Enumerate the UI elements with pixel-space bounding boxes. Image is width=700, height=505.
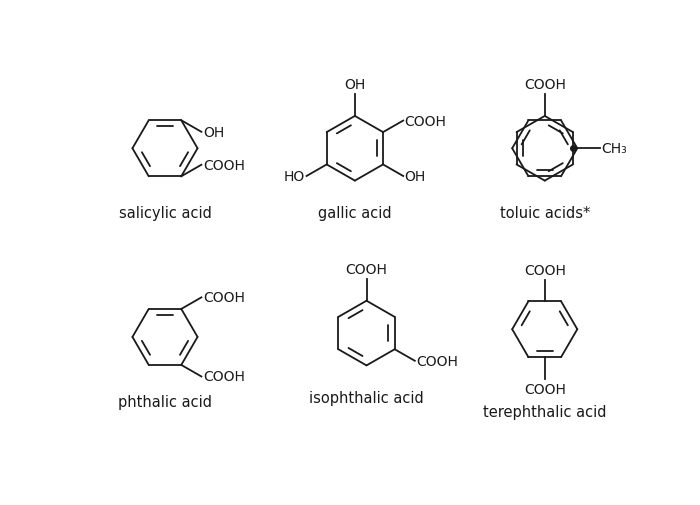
Text: OH: OH	[203, 126, 224, 139]
Text: isophthalic acid: isophthalic acid	[309, 390, 424, 405]
Text: COOH: COOH	[524, 78, 566, 92]
Text: HO: HO	[284, 170, 305, 184]
Text: toluic acids*: toluic acids*	[500, 206, 590, 221]
Text: COOH: COOH	[405, 114, 447, 128]
Text: COOH: COOH	[203, 370, 245, 384]
Text: COOH: COOH	[203, 159, 245, 172]
Text: COOH: COOH	[416, 354, 459, 368]
Text: salicylic acid: salicylic acid	[118, 206, 211, 221]
Text: OH: OH	[344, 78, 365, 92]
Text: COOH: COOH	[524, 382, 566, 396]
Text: COOH: COOH	[346, 263, 387, 277]
Text: COOH: COOH	[524, 263, 566, 277]
Text: phthalic acid: phthalic acid	[118, 394, 212, 409]
Text: gallic acid: gallic acid	[318, 206, 392, 221]
Text: OH: OH	[405, 170, 426, 184]
Text: COOH: COOH	[203, 291, 245, 305]
Text: CH₃: CH₃	[601, 142, 627, 156]
Text: terephthalic acid: terephthalic acid	[483, 404, 606, 419]
